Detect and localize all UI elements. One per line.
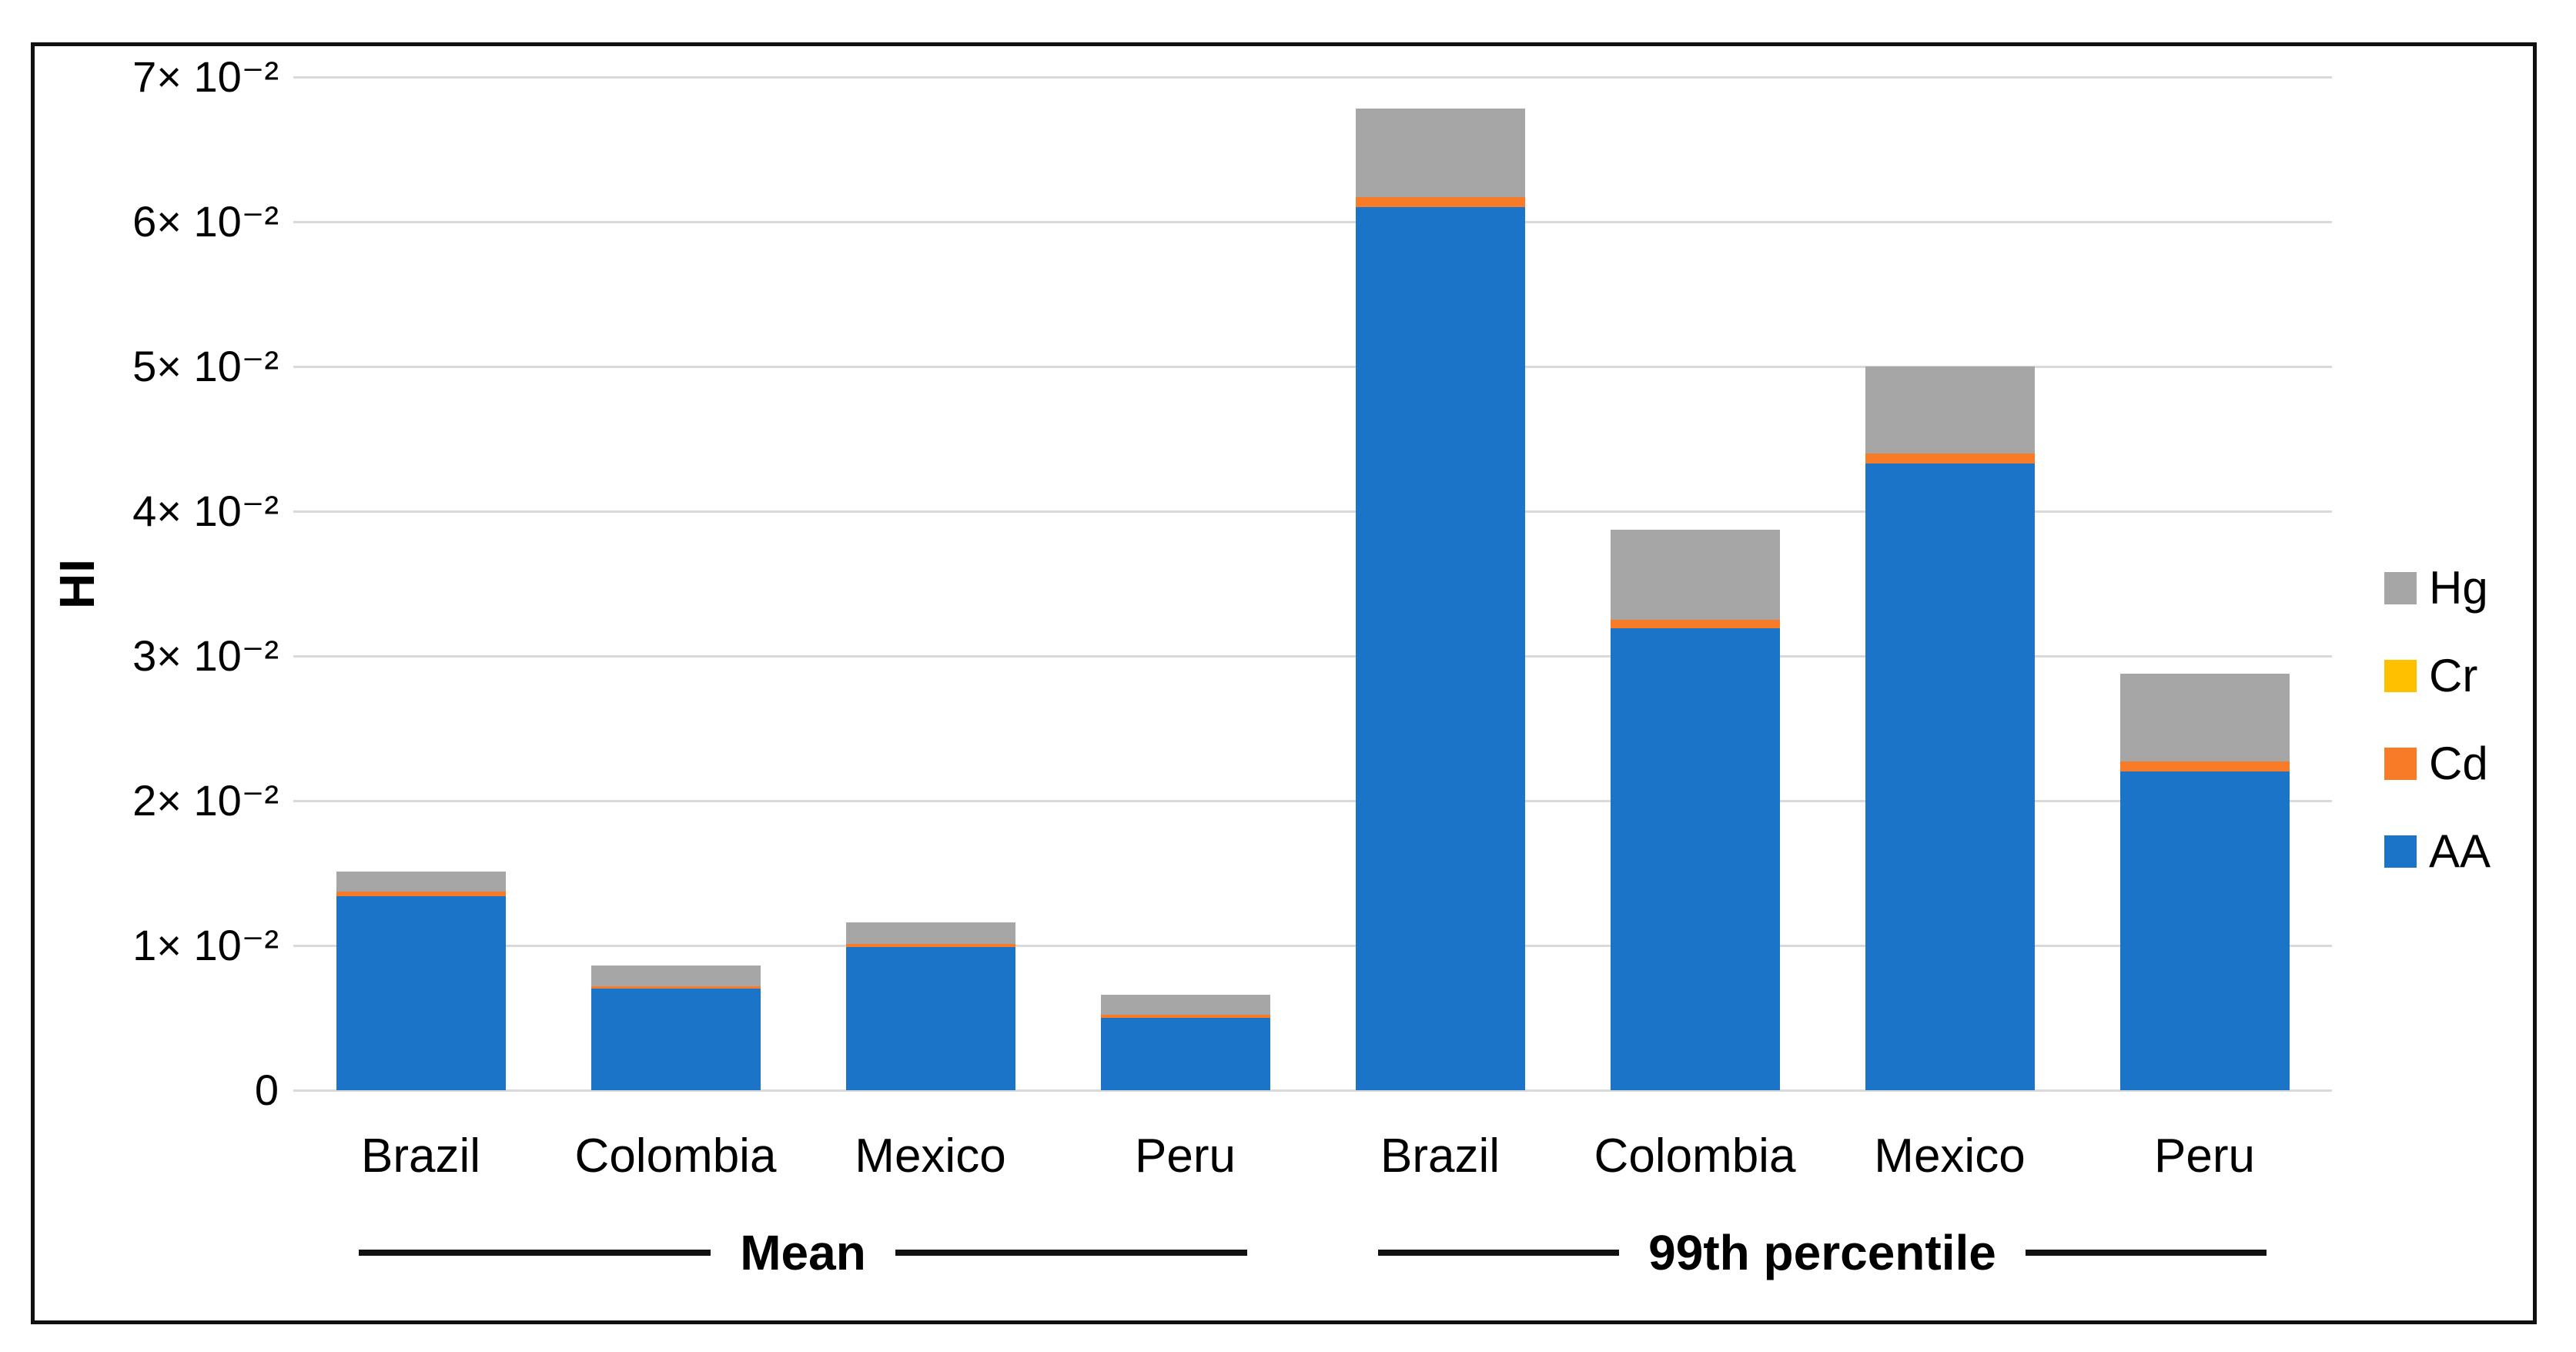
- y-tick-label-4: 4× 10⁻²: [132, 487, 279, 535]
- legend-swatch-hg: [2384, 572, 2417, 604]
- y-tick-label-1: 1× 10⁻²: [132, 921, 279, 969]
- bar-segment-cd-6: [1865, 453, 2035, 463]
- legend: Hg Cr Cd AA: [2384, 564, 2491, 875]
- bar-segment-cd-0: [336, 892, 506, 897]
- bar-segment-aa-2: [845, 946, 1015, 1090]
- group-label-text-0: Mean: [740, 1225, 866, 1280]
- chart-outer-border: [31, 42, 2537, 1324]
- x-axis-label-peru-3: Peru: [1135, 1129, 1236, 1183]
- legend-label-hg: Hg: [2429, 562, 2488, 614]
- y-tick-label-6: 6× 10⁻²: [132, 197, 279, 246]
- bar-segment-aa-7: [2119, 771, 2290, 1090]
- gridline-6: [293, 221, 2332, 223]
- bar-segment-cd-2: [845, 944, 1015, 947]
- bar-segment-cd-1: [590, 986, 761, 989]
- legend-item-hg: Hg: [2384, 564, 2491, 612]
- bar-segment-hg-2: [845, 922, 1015, 945]
- x-axis-label-brazil-0: Brazil: [360, 1129, 481, 1183]
- group-rule-right-1: [2025, 1250, 2267, 1256]
- x-axis-label-mexico-6: Mexico: [1874, 1129, 2026, 1183]
- bar-segment-aa-4: [1355, 207, 1525, 1090]
- gridline-5: [293, 366, 2332, 368]
- gridline-3: [293, 655, 2332, 658]
- x-axis-label-colombia-5: Colombia: [1594, 1129, 1796, 1183]
- y-tick-label-5: 5× 10⁻²: [132, 342, 279, 390]
- bar-segment-aa-6: [1865, 463, 2035, 1090]
- group-rule-left-1: [1378, 1250, 1620, 1256]
- bar-segment-hg-7: [2119, 673, 2290, 762]
- y-tick-label-3: 3× 10⁻²: [132, 631, 279, 680]
- bar-segment-hg-4: [1355, 109, 1525, 198]
- group-label-0: Mean: [293, 1225, 1313, 1280]
- group-rule-left-0: [359, 1250, 711, 1256]
- legend-label-cd: Cd: [2429, 738, 2488, 789]
- legend-swatch-aa: [2384, 835, 2417, 868]
- bar-segment-cd-4: [1355, 197, 1525, 208]
- bar-segment-hg-5: [1610, 530, 1780, 620]
- gridline-4: [293, 510, 2332, 513]
- gridline-0: [293, 1089, 2332, 1092]
- y-tick-label-7: 7× 10⁻²: [132, 52, 279, 101]
- group-label-text-1: 99th percentile: [1648, 1225, 1996, 1280]
- bar-segment-cd-5: [1610, 620, 1780, 629]
- legend-item-aa: AA: [2384, 828, 2491, 875]
- legend-swatch-cr: [2384, 660, 2417, 692]
- legend-swatch-cd: [2384, 748, 2417, 780]
- bar-segment-hg-6: [1865, 366, 2035, 453]
- group-rule-right-0: [895, 1250, 1247, 1256]
- y-axis-title: HI: [49, 558, 105, 609]
- bar-segment-cd-7: [2119, 761, 2290, 772]
- bar-segment-aa-3: [1100, 1018, 1270, 1090]
- bar-segment-hg-1: [590, 965, 761, 986]
- bar-segment-aa-1: [590, 989, 761, 1090]
- x-axis-label-colombia-1: Colombia: [574, 1129, 777, 1183]
- legend-label-cr: Cr: [2429, 650, 2478, 701]
- bar-segment-cd-3: [1100, 1015, 1270, 1018]
- y-tick-label-0: 0: [254, 1066, 279, 1114]
- gridline-7: [293, 76, 2332, 79]
- group-label-1: 99th percentile: [1313, 1225, 2332, 1280]
- gridline-1: [293, 945, 2332, 947]
- y-tick-label-2: 2× 10⁻²: [132, 776, 279, 825]
- legend-item-cd: Cd: [2384, 740, 2491, 788]
- bar-segment-aa-5: [1610, 628, 1780, 1090]
- gridline-2: [293, 800, 2332, 802]
- x-axis-label-mexico-2: Mexico: [855, 1129, 1006, 1183]
- legend-label-aa: AA: [2429, 825, 2491, 877]
- bar-segment-hg-3: [1100, 994, 1270, 1016]
- x-axis-label-peru-7: Peru: [2154, 1129, 2255, 1183]
- x-axis-label-brazil-4: Brazil: [1380, 1129, 1500, 1183]
- legend-item-cr: Cr: [2384, 652, 2491, 700]
- bar-segment-aa-0: [336, 896, 506, 1090]
- bar-segment-hg-0: [336, 872, 506, 892]
